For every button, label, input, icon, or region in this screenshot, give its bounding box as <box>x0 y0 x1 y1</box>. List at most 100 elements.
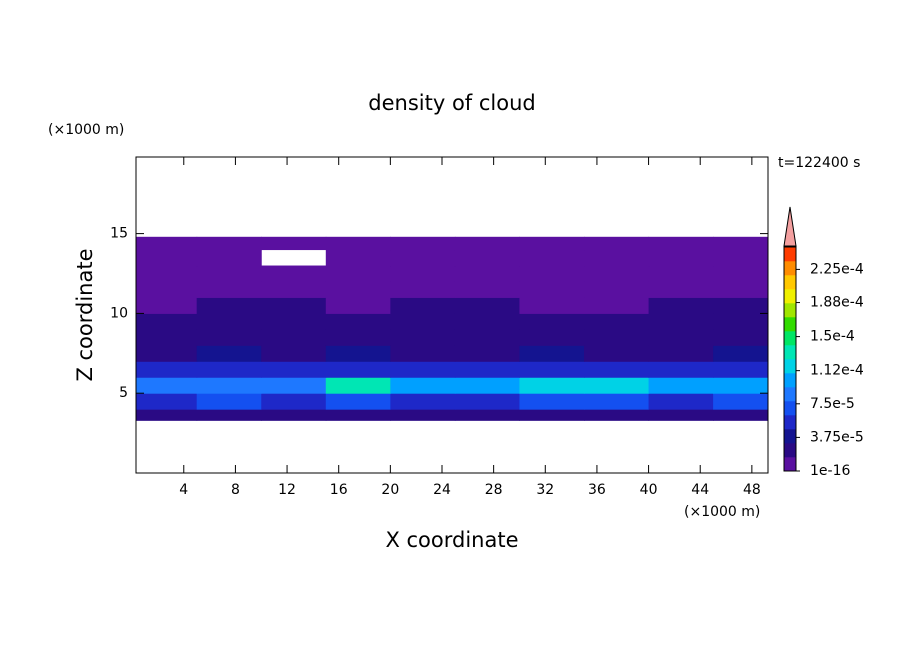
contour-cell <box>390 249 456 267</box>
colorbar-band <box>784 303 796 318</box>
x-axis-label: X coordinate <box>385 528 518 552</box>
contour-field <box>136 236 769 421</box>
colorbar-tick-label: 1.5e-4 <box>810 329 855 345</box>
contour-cell <box>261 409 327 421</box>
contour-cell <box>196 361 262 378</box>
contour-cell <box>454 297 520 314</box>
contour-cell <box>584 297 650 314</box>
contour-cell <box>261 281 327 298</box>
contour-cell <box>519 409 585 421</box>
colorbar-tick-label: 1.88e-4 <box>810 295 864 311</box>
contour-cell <box>584 409 650 421</box>
colorbar-band <box>784 443 796 458</box>
colorbar-band <box>784 387 796 402</box>
contour-cell <box>648 236 714 251</box>
contour-cell <box>648 361 714 378</box>
contour-cell <box>136 281 198 298</box>
colorbar-band <box>784 261 796 276</box>
contour-cell <box>713 297 769 314</box>
contour-cell <box>454 281 520 298</box>
contour-cell <box>325 377 391 394</box>
contour-cell <box>136 313 198 330</box>
contour-cell <box>454 249 520 267</box>
contour-cell <box>584 249 650 267</box>
contour-cell <box>390 377 456 394</box>
contour-cell <box>196 249 262 267</box>
time-label: t=122400 s <box>778 155 860 171</box>
contour-cell <box>136 345 198 362</box>
contour-cell <box>519 361 585 378</box>
contour-cell <box>713 393 769 410</box>
y-tick-label: 5 <box>119 385 128 401</box>
contour-cell <box>196 345 262 362</box>
colorbar-tick-label: 2.25e-4 <box>810 261 864 277</box>
contour-cell <box>713 361 769 378</box>
contour-cell <box>584 281 650 298</box>
plot-frame <box>135 156 769 474</box>
contour-cell <box>196 281 262 298</box>
contour-cell <box>390 409 456 421</box>
contour-cell <box>136 265 198 282</box>
contour-cell <box>325 281 391 298</box>
x-tick-label: 4 <box>179 482 188 498</box>
colorbar-band <box>784 247 796 262</box>
colorbar-band <box>784 429 796 444</box>
contour-cell <box>584 313 650 330</box>
contour-cell <box>454 377 520 394</box>
contour-cell <box>136 409 198 421</box>
contour-cell <box>261 236 327 251</box>
contour-cell <box>454 329 520 346</box>
contour-cell <box>648 393 714 410</box>
y-unit: (×1000 m) <box>48 122 124 138</box>
colorbar-band <box>784 345 796 360</box>
chart-title: density of cloud <box>368 91 535 115</box>
contour-cell <box>136 329 198 346</box>
contour-cell <box>519 281 585 298</box>
x-tick-label: 28 <box>485 482 503 498</box>
contour-cell <box>713 409 769 421</box>
colorbar-band <box>784 331 796 346</box>
contour-cell <box>196 377 262 394</box>
contour-cell <box>136 236 198 251</box>
contour-cell <box>648 265 714 282</box>
x-tick-label: 40 <box>640 482 658 498</box>
colorbar-tick-label: 7.5e-5 <box>810 396 855 412</box>
contour-cell <box>196 313 262 330</box>
x-tick-label: 24 <box>433 482 451 498</box>
contour-cell <box>713 265 769 282</box>
contour-cell <box>584 265 650 282</box>
y-tick-label: 15 <box>110 226 128 242</box>
contour-cell <box>390 329 456 346</box>
contour-cell <box>454 361 520 378</box>
contour-cell <box>519 345 585 362</box>
contour-cell <box>136 393 198 410</box>
contour-cell <box>519 313 585 330</box>
contour-cell <box>584 393 650 410</box>
contour-cell <box>648 409 714 421</box>
contour-cell <box>648 329 714 346</box>
contour-cell <box>713 249 769 267</box>
contour-cell <box>584 345 650 362</box>
contour-cell <box>713 345 769 362</box>
contour-cell <box>196 393 262 410</box>
contour-cell <box>390 281 456 298</box>
contour-cell <box>261 265 327 282</box>
x-tick-label: 32 <box>536 482 554 498</box>
contour-cell <box>648 249 714 267</box>
contour-cell <box>136 249 198 267</box>
contour-cell <box>325 265 391 282</box>
colorbar-tick-label: 1e-16 <box>810 463 850 479</box>
contour-cell <box>196 236 262 251</box>
contour-cell <box>261 345 327 362</box>
contour-cell <box>261 361 327 378</box>
contour-cell <box>454 236 520 251</box>
contour-cell <box>519 297 585 314</box>
contour-cell <box>261 313 327 330</box>
contour-cell <box>261 393 327 410</box>
contour-cell <box>390 265 456 282</box>
contour-cell <box>325 329 391 346</box>
colorbar-band <box>784 401 796 416</box>
x-unit: (×1000 m) <box>684 504 760 520</box>
contour-cell <box>261 297 327 314</box>
contour-cell <box>454 313 520 330</box>
